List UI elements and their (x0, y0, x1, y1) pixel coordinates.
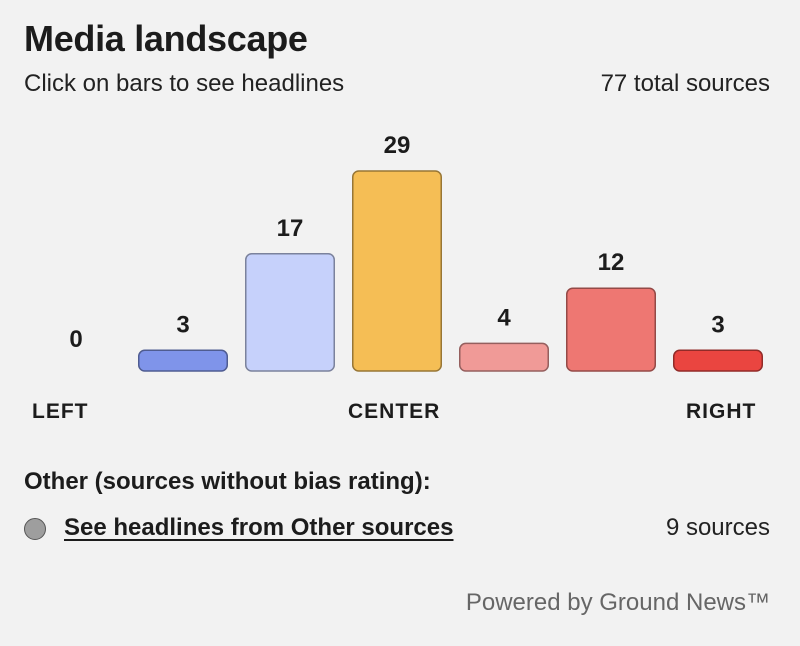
bar-value-lean-left: 17 (277, 215, 304, 242)
bar-value-far-right: 3 (711, 311, 724, 338)
bar-value-center: 29 (384, 132, 411, 159)
bar-value-far-left: 0 (69, 326, 82, 353)
bar-lean-right[interactable] (459, 342, 549, 372)
bar-value-lean-right: 4 (497, 304, 511, 331)
other-sources-dot-icon (24, 518, 46, 540)
axis-label-center: CENTER (348, 400, 441, 423)
other-sources-heading: Other (sources without bias rating): (24, 468, 431, 495)
other-sources-link[interactable]: See headlines from Other sources (64, 514, 454, 541)
bar-center[interactable] (352, 170, 442, 372)
bar-value-right: 12 (598, 249, 625, 276)
bar-right[interactable] (566, 287, 656, 372)
page-title: Media landscape (24, 18, 308, 59)
bias-bar-chart: 0 3 17 29 4 12 3 (69, 132, 763, 372)
bar-far-right[interactable] (673, 349, 763, 372)
bar-left[interactable] (138, 349, 228, 372)
axis-label-right: RIGHT (686, 400, 757, 423)
powered-by-label: Powered by Ground News™ (465, 589, 770, 616)
other-sources-count: 9 sources (665, 514, 770, 541)
bar-value-left: 3 (176, 311, 189, 338)
bar-lean-left[interactable] (245, 253, 335, 372)
axis-label-left: LEFT (32, 400, 89, 423)
total-sources-count: 77 total sources (600, 70, 770, 97)
chart-instructions: Click on bars to see headlines (24, 70, 345, 97)
